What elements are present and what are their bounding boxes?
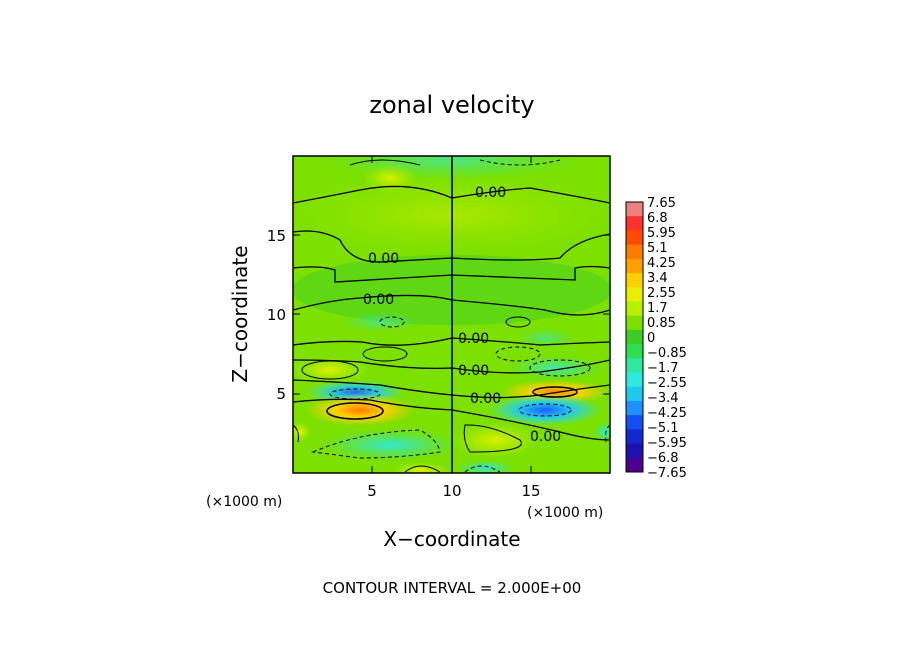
- colorbar-swatch: [626, 315, 643, 331]
- y-tick-label: 10: [267, 306, 286, 324]
- x-unit-right: (×1000 m): [527, 505, 603, 521]
- contour-label-group: 0.00 0.00 0.00 0.00 0.00 0.00 0.00: [363, 185, 561, 445]
- colorbar-label: 3.4: [647, 271, 668, 286]
- colorbar-swatch: [626, 301, 643, 317]
- x-unit-left: (×1000 m): [206, 494, 282, 510]
- colorbar-swatch: [626, 400, 643, 416]
- x-axis-label: X−coordinate: [383, 527, 520, 551]
- x-tick-labels: 5 10 15: [367, 482, 540, 500]
- colorbar-swatch: [626, 386, 643, 402]
- contour-label: 0.00: [363, 292, 394, 308]
- colorbar-label: 5.95: [647, 226, 676, 241]
- colorbar-swatch: [626, 329, 643, 345]
- chart-title: zonal velocity: [369, 91, 534, 119]
- contour-interval-footer: CONTOUR INTERVAL = 2.000E+00: [323, 579, 582, 597]
- colorbar-swatch: [626, 415, 643, 430]
- colorbar-swatch: [626, 244, 643, 260]
- contour-label: 0.00: [475, 185, 506, 201]
- y-axis-label: Z−coordinate: [228, 245, 252, 382]
- colorbar: 7.656.85.955.14.253.42.551.70.850−0.85−1…: [625, 196, 687, 481]
- contour-label: 0.00: [458, 331, 489, 347]
- y-tick-label: 5: [276, 385, 286, 403]
- colorbar-swatch: [626, 344, 643, 359]
- colorbar-label: −0.85: [647, 346, 687, 361]
- colorbar-swatch: [626, 372, 643, 388]
- colorbar-swatch: [626, 287, 643, 302]
- colorbar-label: −3.4: [647, 391, 679, 406]
- colorbar-label: −7.65: [647, 466, 687, 481]
- colorbar-label: −2.55: [647, 376, 687, 391]
- colorbar-label: −5.95: [647, 436, 687, 451]
- contour-label: 0.00: [530, 429, 561, 445]
- y-tick-label: 15: [267, 227, 286, 245]
- colorbar-label: 1.7: [647, 301, 668, 316]
- colorbar-label: −1.7: [647, 361, 679, 376]
- contour-lines: [293, 156, 610, 473]
- colorbar-label: −4.25: [647, 406, 687, 421]
- colorbar-label: −6.8: [647, 451, 679, 466]
- colorbar-label: 4.25: [647, 256, 676, 271]
- colorbar-label: 0: [647, 331, 655, 346]
- x-tick-label: 10: [442, 482, 461, 500]
- colorbar-swatch: [626, 230, 643, 246]
- colorbar-swatch: [626, 273, 643, 288]
- y-tick-labels: 5 10 15: [267, 227, 286, 403]
- contour-label: 0.00: [368, 251, 399, 267]
- colorbar-label: 0.85: [647, 316, 676, 331]
- colorbar-label: 6.8: [647, 211, 668, 226]
- colorbar-swatch: [626, 443, 643, 459]
- colorbar-label: 5.1: [647, 241, 668, 256]
- contour-label: 0.00: [470, 391, 501, 407]
- contour-label: 0.00: [458, 363, 489, 379]
- x-tick-label: 5: [367, 482, 377, 500]
- colorbar-swatch: [626, 202, 643, 217]
- colorbar-swatch: [626, 358, 643, 373]
- colorbar-swatch: [626, 258, 643, 274]
- colorbar-label: 7.65: [647, 196, 676, 211]
- colorbar-swatch: [626, 429, 643, 444]
- colorbar-swatch: [626, 216, 643, 231]
- x-tick-label: 15: [521, 482, 540, 500]
- colorbar-label: 2.55: [647, 286, 676, 301]
- axis-ticks: [293, 156, 610, 473]
- colorbar-label: −5.1: [647, 421, 679, 436]
- colorbar-swatch: [626, 457, 643, 473]
- colorbar-frame: [625, 201, 644, 473]
